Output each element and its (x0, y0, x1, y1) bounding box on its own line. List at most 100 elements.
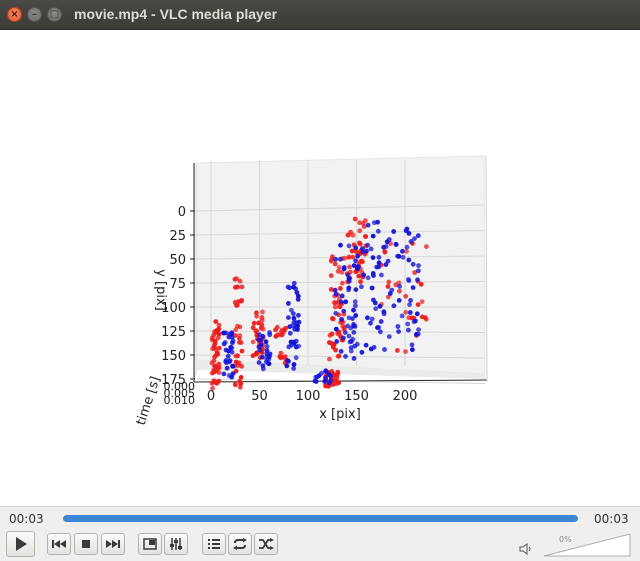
title-bar: × – □ movie.mp4 - VLC media player (0, 0, 640, 30)
scatter-point (291, 284, 296, 290)
minimize-icon[interactable]: – (27, 7, 42, 22)
scatter-point (264, 344, 270, 349)
scatter-point (382, 347, 387, 352)
scatter-point (341, 265, 347, 270)
scatter-point (232, 300, 238, 305)
scatter-point (361, 224, 367, 229)
scatter-point (239, 297, 245, 303)
scatter-point (377, 303, 383, 309)
data-points (209, 216, 429, 391)
scatter-point (375, 228, 381, 234)
scatter-point (386, 334, 392, 339)
playlist-button[interactable] (202, 533, 226, 555)
scatter-point (237, 384, 243, 390)
scatter-point (369, 316, 375, 322)
scatter-point (404, 249, 409, 254)
extended-settings-button[interactable] (164, 533, 188, 555)
next-button[interactable] (101, 533, 125, 555)
scatter-point (216, 322, 222, 328)
volume-icon[interactable] (519, 543, 533, 555)
scatter-point (250, 339, 256, 345)
scatter-point (404, 226, 410, 232)
fullscreen-icon (143, 538, 157, 550)
scatter-point (291, 280, 297, 286)
scatter-point (352, 299, 358, 305)
scatter-point (365, 275, 371, 281)
scatter-point (233, 382, 238, 388)
scatter-point (369, 285, 375, 291)
scatter-point (416, 268, 421, 274)
video-area[interactable]: 0 25 50 75 100 125 150 175 0 50 100 150 200 0.000 0.… (0, 30, 640, 506)
scatter-point (363, 342, 369, 348)
scatter-point (365, 242, 371, 248)
y-tick-labels: 0 25 50 75 100 125 150 175 (161, 205, 195, 388)
scatter-point (338, 349, 344, 354)
scatter-point (411, 319, 417, 325)
scatter-point (381, 244, 386, 250)
scatter-point (263, 339, 269, 345)
scatter-point (278, 350, 284, 356)
scatter-point (353, 245, 359, 251)
scatter-point (403, 293, 409, 299)
play-button[interactable] (6, 531, 35, 557)
scatter-point (371, 344, 377, 350)
x-axis-line (193, 379, 488, 383)
scatter-point (215, 335, 221, 341)
scatter-point (386, 279, 392, 285)
scatter-point (356, 273, 362, 279)
scatter-point (338, 299, 344, 305)
scatter-point (234, 276, 240, 282)
shuffle-button[interactable] (254, 533, 278, 555)
scatter-point (360, 249, 366, 255)
close-icon[interactable]: × (7, 7, 22, 22)
scatter-point (346, 333, 352, 339)
scatter-point (216, 370, 222, 375)
previous-button[interactable] (47, 533, 71, 555)
scatter-point (214, 381, 220, 386)
scatter-point (363, 234, 369, 239)
scatter-point (381, 309, 387, 315)
scatter-point (214, 364, 219, 370)
scatter-point (412, 270, 418, 275)
scatter-point (408, 239, 414, 244)
loop-button[interactable] (228, 533, 252, 555)
volume-slider[interactable] (542, 532, 632, 558)
shuffle-icon (259, 538, 274, 550)
scatter-point (405, 321, 411, 327)
scatter-point (278, 354, 283, 360)
scatter-point (332, 261, 338, 267)
scatter-point (260, 363, 266, 369)
scatter-point (355, 253, 360, 259)
scatter-point (423, 317, 429, 322)
z-tick-label: 0.005 (164, 387, 196, 400)
scatter-point (342, 255, 348, 261)
maximize-icon[interactable]: □ (47, 7, 62, 22)
scatter-point (296, 312, 301, 318)
scatter-point (409, 342, 415, 348)
scatter-point (223, 330, 229, 336)
scatter-point (368, 246, 374, 252)
scatter-point (260, 354, 265, 360)
y-tick-label: 175 (161, 373, 186, 388)
fullscreen-button[interactable] (138, 533, 162, 555)
scatter-point (350, 254, 356, 260)
scatter-point (254, 328, 260, 334)
x-tick-label: 150 (344, 389, 369, 404)
scatter-point (287, 330, 293, 336)
scatter-point (341, 335, 346, 341)
scatter-point (210, 385, 216, 391)
scatter-point (349, 248, 355, 254)
seek-slider[interactable] (63, 515, 578, 522)
scatter-point (365, 315, 370, 321)
scatter-point (351, 356, 357, 361)
z-tick-label: 0.000 (164, 380, 196, 393)
scatter-point (365, 222, 371, 228)
scatter-point (404, 244, 410, 250)
scatter-point (260, 309, 265, 315)
scatter-point (291, 366, 296, 371)
stop-button[interactable] (74, 533, 98, 555)
scatter-point (397, 284, 402, 289)
scatter-point (399, 313, 405, 319)
scatter-point (278, 332, 283, 338)
scatter-point (357, 241, 363, 247)
